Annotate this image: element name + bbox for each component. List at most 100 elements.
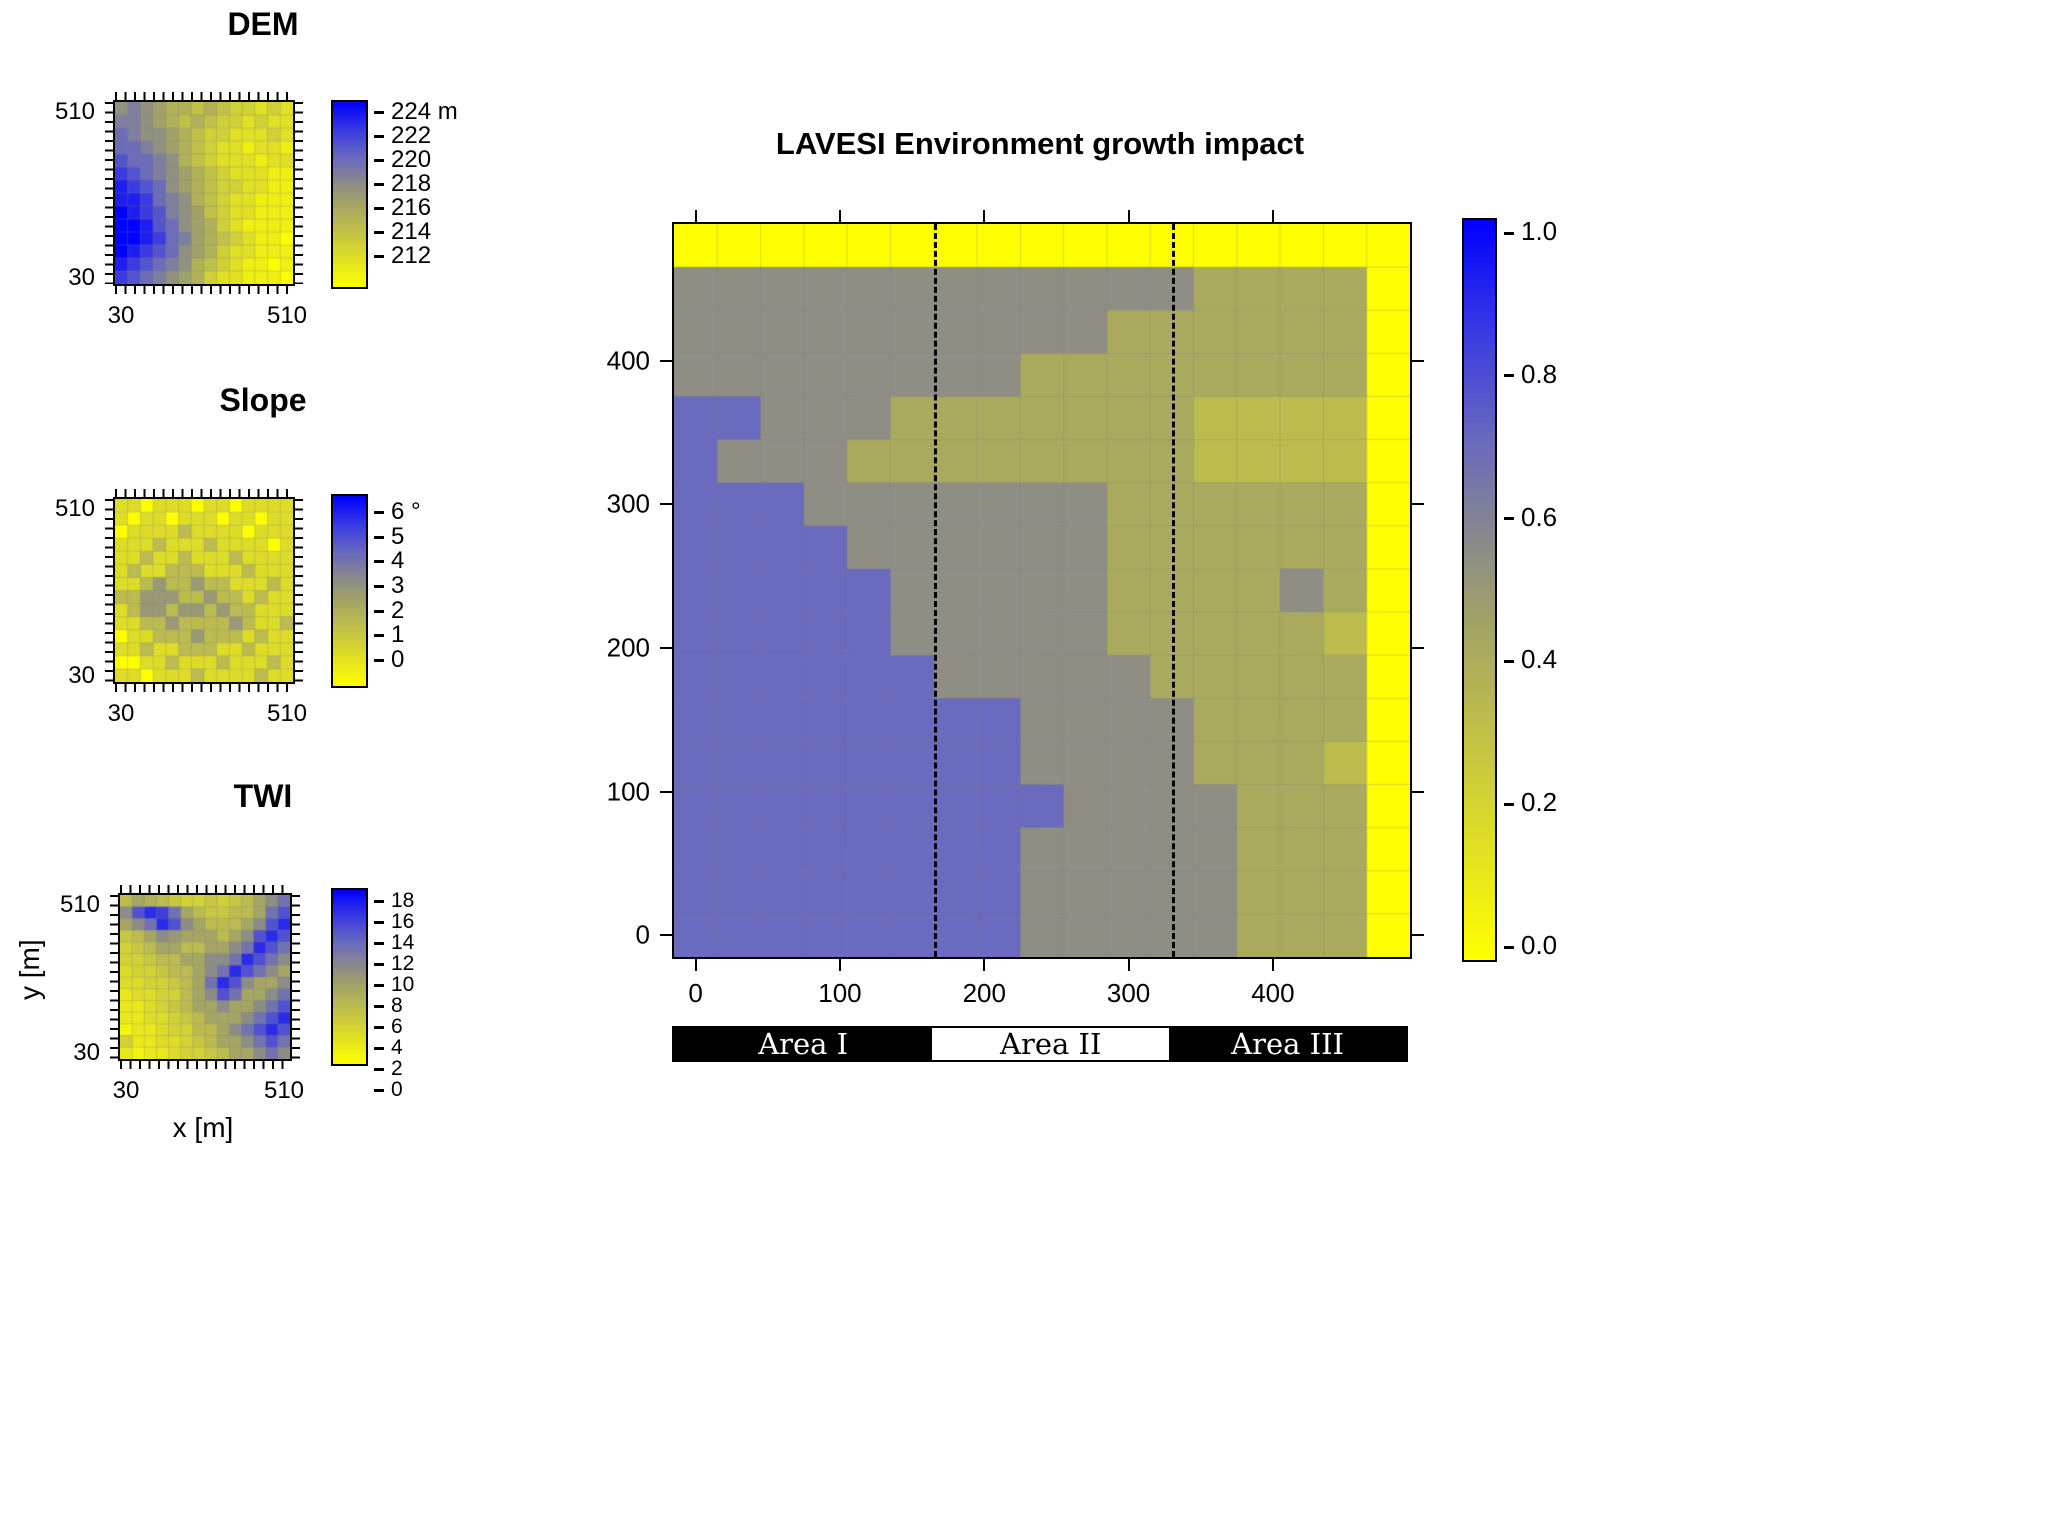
axis-tick <box>1412 359 1424 362</box>
x-tick-label: 510 <box>263 1077 305 1104</box>
tick-marks <box>295 499 303 682</box>
twi-heatmap-canvas <box>120 895 290 1059</box>
x-tick-label: 30 <box>107 302 135 329</box>
slope-map: 510 30 30 510 <box>55 489 307 727</box>
colorbar-tick-label: 16 <box>374 911 414 932</box>
tick-marks <box>120 885 290 893</box>
axis-tick <box>1412 503 1424 506</box>
area-3-label: Area III <box>1231 1027 1344 1061</box>
colorbar-tick-label: 212 <box>374 244 431 268</box>
axis-tick <box>694 959 697 971</box>
y-tick-label: 30 <box>73 1039 100 1066</box>
colorbar-tick-label: 6 <box>374 1016 403 1037</box>
x-tick-label: 510 <box>266 302 308 329</box>
colorbar-tick-label: 6 ° <box>374 500 421 524</box>
main-plot-area: 0 100 200 300 400 0 100 200 300 400 <box>607 210 1424 1008</box>
x-tick-label: 100 <box>818 978 862 1008</box>
area-1-segment: Area I <box>674 1027 933 1061</box>
area-1-label: Area I <box>758 1027 849 1061</box>
colorbar-tick-label: 10 <box>374 974 414 995</box>
axis-tick <box>660 647 672 649</box>
y-tick-label: 30 <box>68 662 95 689</box>
colorbar-tick-label: 18 <box>374 890 414 911</box>
colorbar-tick-label: 220 <box>374 148 431 172</box>
colorbar-tick-label: 0 <box>374 1079 403 1100</box>
colorbar-tick-label: 12 <box>374 953 414 974</box>
area-boundary-dashed-line <box>933 224 937 957</box>
twi-title: TWI <box>233 778 293 814</box>
main-plot-title: LAVESI Environment growth impact <box>775 126 1305 161</box>
slope-colorbar-labels: 6 ° 5 4 3 2 1 0 <box>374 500 421 672</box>
x-tick-label: 200 <box>962 978 1006 1008</box>
axis-tick <box>983 959 986 971</box>
axis-tick <box>1271 210 1274 222</box>
main-colorbar-labels: 1.0 0.8 0.6 0.4 0.2 0.0 <box>1504 218 1557 958</box>
x-tick-label: 300 <box>1106 978 1151 1008</box>
axis-tick <box>1412 790 1424 793</box>
twi-map: 510 30 30 510 <box>60 885 304 1104</box>
axis-tick <box>983 210 986 222</box>
colorbar-tick-label: 218 <box>374 172 431 196</box>
tick-marks <box>292 895 300 1059</box>
colorbar-tick-label: 5 <box>374 524 404 549</box>
y-tick-label: 300 <box>606 488 650 519</box>
y-tick-label: 510 <box>54 495 95 522</box>
x-tick-label: 30 <box>107 700 135 727</box>
x-tick-label: 400 <box>1251 978 1295 1008</box>
y-tick-label: 30 <box>68 264 95 291</box>
area-2-label: Area II <box>1000 1027 1102 1061</box>
colorbar-tick-label: 0.0 <box>1504 932 1557 958</box>
axis-tick <box>694 210 697 222</box>
tick-marks <box>295 102 303 284</box>
dem-map: 510 30 30 510 <box>55 92 307 329</box>
axis-tick <box>1412 934 1424 937</box>
colorbar-tick-label: 14 <box>374 932 414 953</box>
twi-colorbar-canvas <box>333 890 366 1064</box>
colorbar-tick-label: 2 <box>374 1058 403 1079</box>
tick-marks <box>115 286 293 294</box>
tick-marks <box>120 1061 290 1069</box>
colorbar-tick-label: 1.0 <box>1504 218 1557 244</box>
twi-colorbar-labels: 18 16 14 12 10 8 6 4 2 0 <box>374 890 414 1100</box>
area-3-segment: Area III <box>1169 1027 1406 1061</box>
y-tick-label: 100 <box>606 776 650 807</box>
twi-colorbar <box>331 888 368 1066</box>
axis-tick <box>660 790 672 793</box>
dem-title: DEM <box>227 6 299 42</box>
area-boundary-dashed-line <box>1171 224 1175 957</box>
slope-colorbar-canvas <box>333 496 366 686</box>
axis-tick <box>838 959 841 971</box>
colorbar-tick-label: 2 <box>374 598 404 623</box>
dem-colorbar-canvas <box>333 102 366 287</box>
growth-heatmap-canvas <box>674 224 1410 957</box>
axis-tick <box>1271 959 1274 971</box>
y-axis-title: y [m] <box>14 939 45 1000</box>
dem-heatmap-canvas <box>115 102 293 284</box>
colorbar-tick-label: 4 <box>374 1037 403 1058</box>
main-colorbar-canvas <box>1464 220 1495 960</box>
y-tick-label: 0 <box>635 919 650 950</box>
colorbar-tick-label: 214 <box>374 220 431 244</box>
y-tick-label: 400 <box>606 345 650 376</box>
colorbar-tick-label: 3 <box>374 573 404 598</box>
tick-marks <box>115 489 293 497</box>
x-tick-label: 0 <box>688 978 703 1008</box>
colorbar-tick-label: 0.4 <box>1504 646 1557 672</box>
dem-colorbar <box>331 100 368 289</box>
colorbar-tick-label: 1 <box>374 623 404 647</box>
slope-heatmap-canvas <box>115 499 293 682</box>
colorbar-tick-label: 216 <box>374 196 431 220</box>
tick-marks <box>115 92 293 100</box>
colorbar-tick-label: 0.2 <box>1504 789 1557 815</box>
x-tick-label: 510 <box>266 700 308 727</box>
slope-title: Slope <box>219 382 307 418</box>
axis-tick <box>1127 210 1130 222</box>
axis-tick <box>838 210 841 222</box>
axis-tick <box>660 503 672 506</box>
colorbar-tick-label: 0.6 <box>1504 504 1557 530</box>
area-2-segment: Area II <box>932 1027 1170 1061</box>
colorbar-tick-label: 224 m <box>374 100 458 124</box>
main-colorbar <box>1462 218 1497 962</box>
tick-marks <box>105 102 113 284</box>
y-tick-label: 510 <box>59 891 100 918</box>
